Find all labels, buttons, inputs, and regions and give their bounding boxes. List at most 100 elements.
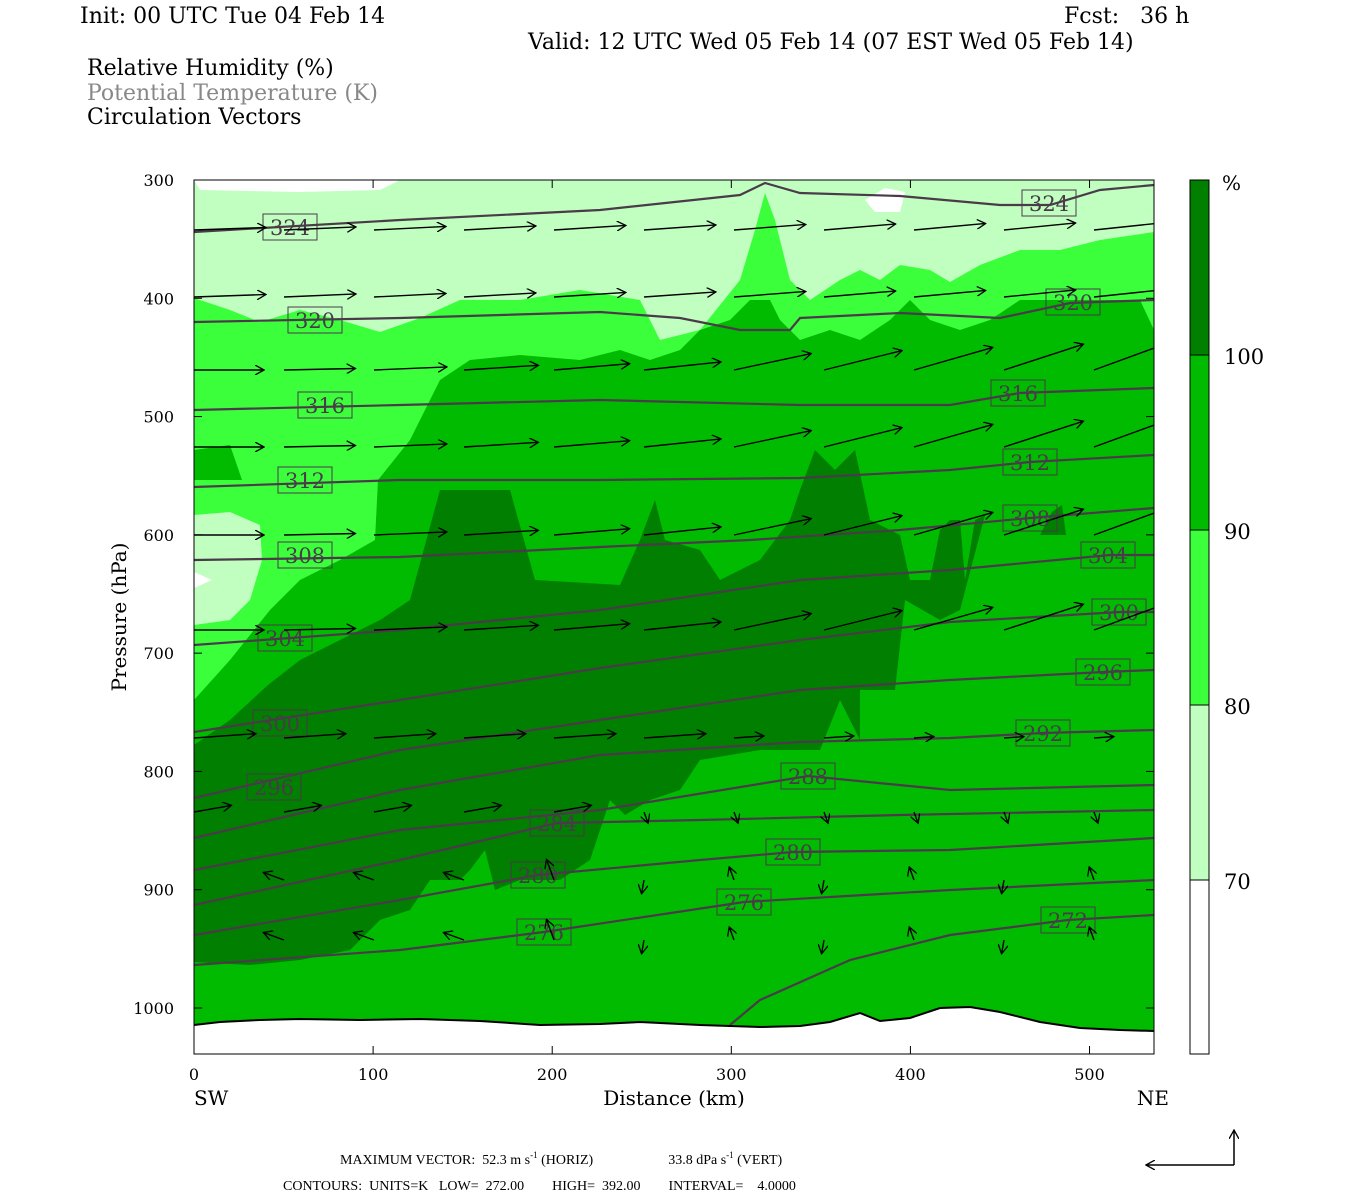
contour-label-box [277,541,333,569]
wind-vector [1003,290,1076,298]
wind-vector [373,226,446,230]
wind-vector [643,292,716,298]
wind-vector [553,529,630,536]
wind-vector [909,867,914,881]
wind-vector [553,805,591,813]
wind-vector [443,932,465,941]
wind-vector [913,607,993,631]
wind-vector [823,224,896,231]
wind-vector [553,225,626,230]
wind-vector [463,293,536,297]
contour-label: 280 [773,841,813,865]
wind-vector [823,428,902,448]
contour-label-box [990,379,1046,407]
wind-vector [283,734,346,738]
plot-frame [193,179,1155,1055]
colorbar-segment [1189,354,1210,531]
wind-vector [194,227,266,230]
wind-vector [553,624,630,631]
wind-vector [823,291,896,298]
contour-label-box [510,861,566,889]
terrain-mask [194,1007,1154,1054]
contour-label: 304 [265,627,305,651]
init-time: Init: 00 UTC Tue 04 Feb 14 [80,4,386,29]
wind-vector [733,614,811,631]
wind-vector [823,611,902,631]
wind-vector [373,734,436,738]
wind-vector [283,629,355,630]
terrain-surface-line [194,1005,1154,1032]
rh-above-100-region [194,450,985,965]
colorbar-segment [1189,179,1210,356]
wind-vector [733,431,811,448]
wind-vector [463,625,538,630]
x-tick-label: 400 [895,1065,926,1084]
wind-vector [1002,939,1004,954]
ne-label: NE [1137,1086,1169,1110]
wind-vector [822,939,824,954]
contour-label: 272 [1048,909,1088,933]
x-axis-label: Distance (km) [603,1086,745,1110]
colorbar: 70 80 90 100% [1189,171,1264,1055]
y-tick-label: 600 [143,526,174,545]
contour-label: 288 [788,765,828,789]
theta-contour-324 [194,181,1154,234]
wind-vector [283,227,356,230]
contour-label-box [780,762,836,790]
wind-vector [373,444,447,447]
wind-vector [824,811,828,823]
wind-vector [373,367,447,370]
contour-label-box [529,809,585,837]
wind-vector [913,290,986,298]
wind-vector [373,293,446,297]
wind-vector [643,362,721,371]
theta-contour-272 [729,913,1154,1026]
wind-vector [914,811,918,823]
y-tick-label: 500 [143,408,174,427]
x-tick-label: 200 [537,1065,568,1084]
wind-vector [913,737,934,738]
wind-vector [733,224,806,231]
y-tick-label: 700 [143,644,174,663]
valid-time: Valid: 12 UTC Wed 05 Feb 14 (07 EST Wed … [528,30,1134,55]
colorbar-label: 100 [1224,345,1264,369]
legend-theta: Potential Temperature (K) [87,81,378,106]
wind-vector [283,446,355,447]
contour-label: 312 [285,469,325,493]
theta-contour-296 [194,668,1154,800]
wind-vector [263,932,285,941]
wind-vector [443,872,465,881]
theta-contour-312 [194,453,1154,489]
theta-contour-292 [194,728,1154,840]
wind-vector [1093,512,1154,536]
wind-vector [733,291,806,298]
wind-vector [463,226,536,230]
contour-label-box [1002,448,1058,476]
colorbar-segment [1189,704,1210,881]
x-tick-label: 300 [716,1065,747,1084]
wind-vector [1093,347,1154,371]
wind-vector [283,805,321,813]
contour-label: 308 [1010,507,1050,531]
wind-vector [643,439,721,448]
wind-vector [553,292,626,297]
theta-contour-304 [194,553,1154,647]
contour-label: 320 [1053,291,1093,315]
wind-vector [733,354,811,371]
contour-label-box [716,888,772,916]
wind-vector [283,369,355,370]
vert-suffix: (VERT) [737,1153,783,1168]
max-vector-label: MAXIMUM VECTOR: [340,1153,476,1168]
wind-vector [194,939,195,940]
colorbar-unit: % [1222,171,1241,195]
wind-vector [729,927,734,941]
wind-vector [643,622,721,631]
wind-vector [283,534,355,535]
wind-vector [823,516,902,536]
theta-contour-276 [194,878,1154,967]
y-axis-label: Pressure (hPa) [107,543,131,692]
wind-vector [263,872,285,881]
horiz-suffix: (HORIZ) [541,1153,594,1168]
wind-vector [463,442,538,447]
